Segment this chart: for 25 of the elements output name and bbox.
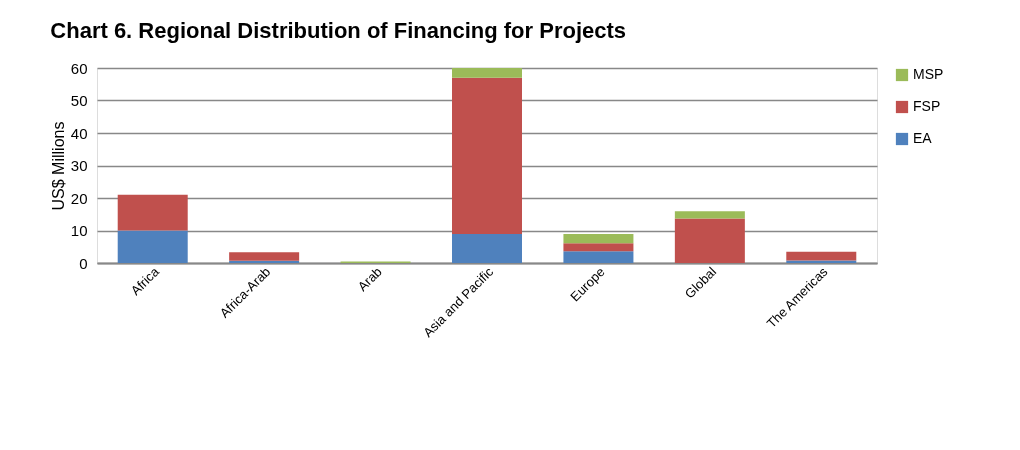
chart-title: Chart 6. Regional Distribution of Financing for Projects [50, 18, 627, 43]
bar [117, 194, 188, 231]
bar [229, 252, 300, 261]
y-tick-label: 0 [79, 254, 88, 272]
legend-label: MSP [913, 66, 944, 82]
bar [674, 218, 745, 263]
bar [786, 251, 857, 261]
bar [452, 234, 522, 263]
y-tick-label: 20 [70, 189, 88, 207]
bar [117, 230, 188, 263]
y-tick-label: 30 [70, 157, 88, 174]
bar [452, 77, 522, 235]
legend-label: FSP [913, 98, 941, 114]
bar [786, 260, 857, 263]
y-tick-label: 50 [70, 92, 88, 109]
bar [674, 211, 745, 219]
bar [563, 251, 634, 263]
y-axis-title: US$ Millions [49, 121, 67, 211]
y-tick-label: 10 [70, 222, 88, 239]
y-tick-label: 60 [70, 59, 88, 77]
legend-label: EA [913, 130, 933, 146]
bar [563, 243, 634, 252]
bar [452, 68, 522, 78]
y-tick-label: 40 [70, 124, 88, 142]
bar [563, 234, 634, 244]
